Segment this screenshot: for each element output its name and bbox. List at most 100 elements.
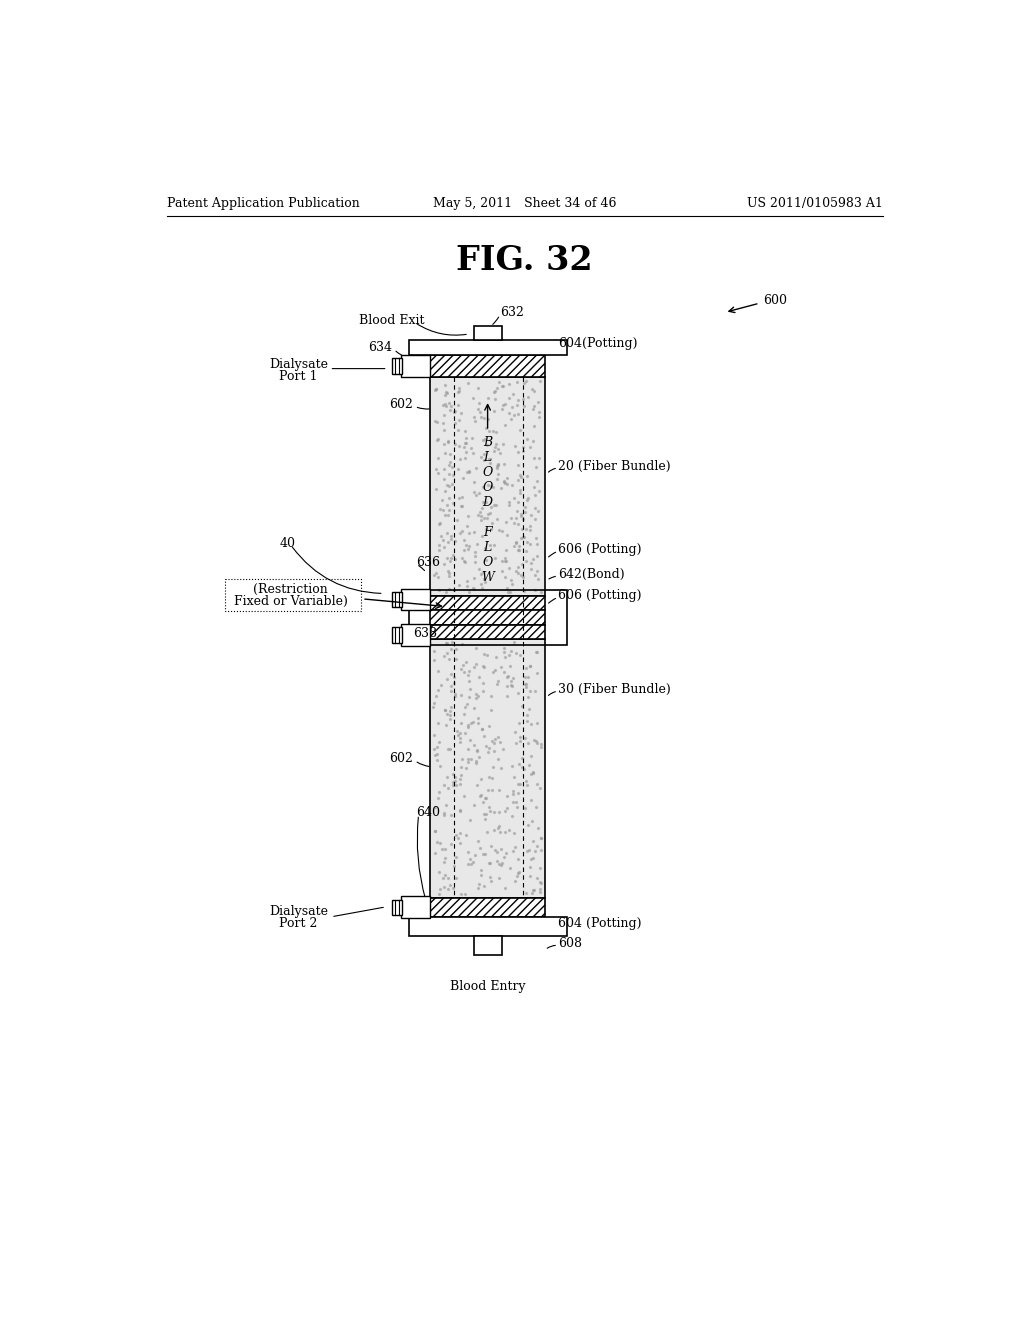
- Point: [461, 461, 477, 482]
- Point: [442, 805, 459, 826]
- Point: [430, 447, 446, 469]
- Point: [459, 693, 475, 714]
- Point: [426, 565, 442, 586]
- Point: [455, 467, 471, 488]
- Point: [528, 642, 545, 663]
- Point: [437, 385, 454, 407]
- Point: [427, 479, 443, 500]
- Point: [500, 665, 516, 686]
- Point: [505, 384, 521, 405]
- Point: [475, 477, 492, 498]
- Point: [444, 631, 461, 652]
- Point: [451, 725, 467, 746]
- Point: [481, 451, 498, 473]
- Point: [488, 421, 505, 442]
- Point: [444, 492, 461, 513]
- Point: [515, 566, 531, 587]
- Point: [488, 434, 505, 455]
- Point: [428, 378, 444, 399]
- Text: 606 (Potting): 606 (Potting): [558, 589, 642, 602]
- Point: [517, 657, 534, 678]
- Point: [528, 796, 545, 817]
- Point: [525, 879, 542, 900]
- Point: [454, 520, 470, 541]
- Point: [478, 507, 495, 528]
- Point: [432, 832, 449, 853]
- Text: Fixed or Variable): Fixed or Variable): [233, 595, 348, 609]
- Point: [477, 809, 494, 830]
- Point: [520, 840, 537, 861]
- Point: [490, 816, 507, 837]
- Point: [472, 865, 488, 886]
- Point: [498, 566, 514, 587]
- Text: Port 2: Port 2: [280, 916, 317, 929]
- Point: [443, 525, 460, 546]
- Point: [497, 473, 513, 494]
- Point: [526, 484, 543, 506]
- Point: [503, 671, 519, 692]
- Point: [525, 762, 542, 783]
- Point: [504, 676, 520, 697]
- Point: [443, 664, 460, 685]
- Text: 602: 602: [389, 399, 414, 412]
- Point: [474, 561, 490, 582]
- Point: [505, 780, 521, 801]
- Point: [442, 451, 459, 473]
- Point: [476, 450, 493, 471]
- Point: [498, 540, 514, 561]
- Point: [510, 403, 526, 424]
- Point: [438, 548, 455, 569]
- Point: [447, 413, 464, 434]
- Point: [445, 878, 462, 899]
- Point: [443, 457, 460, 478]
- Point: [492, 867, 508, 888]
- Point: [440, 579, 457, 601]
- Point: [512, 504, 528, 525]
- Point: [511, 754, 527, 775]
- Point: [436, 700, 453, 721]
- Point: [489, 463, 506, 484]
- Text: 638: 638: [414, 627, 437, 640]
- Text: 604(Potting): 604(Potting): [558, 337, 638, 350]
- Point: [518, 519, 535, 540]
- Point: [427, 744, 443, 766]
- Point: [476, 656, 493, 677]
- Bar: [391, 358, 402, 374]
- Point: [528, 836, 545, 857]
- Point: [458, 722, 474, 743]
- Point: [488, 495, 505, 516]
- Point: [451, 436, 467, 457]
- Point: [452, 523, 468, 544]
- Point: [468, 688, 484, 709]
- Point: [462, 853, 478, 874]
- Point: [444, 544, 461, 565]
- Point: [532, 828, 549, 849]
- Point: [479, 408, 496, 429]
- Point: [440, 463, 457, 484]
- Point: [481, 715, 498, 737]
- Point: [444, 763, 461, 784]
- Point: [510, 863, 526, 884]
- Point: [476, 537, 493, 558]
- Point: [457, 420, 473, 441]
- Point: [519, 429, 536, 450]
- Point: [505, 512, 521, 533]
- Point: [477, 788, 494, 809]
- Point: [488, 647, 505, 668]
- Point: [507, 436, 523, 457]
- Text: 604 (Potting): 604 (Potting): [558, 916, 642, 929]
- Point: [444, 465, 461, 486]
- Point: [523, 552, 540, 573]
- Point: [516, 527, 532, 548]
- Point: [473, 510, 489, 531]
- Point: [529, 867, 546, 888]
- Point: [509, 372, 525, 393]
- Point: [504, 475, 520, 496]
- Point: [506, 767, 522, 788]
- Point: [532, 734, 549, 755]
- Point: [510, 442, 526, 463]
- Point: [438, 632, 455, 653]
- Point: [476, 408, 493, 429]
- Point: [467, 545, 483, 566]
- Point: [438, 381, 455, 403]
